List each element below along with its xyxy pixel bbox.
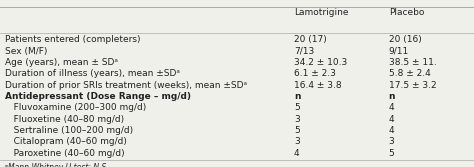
Text: 17.5 ± 3.2: 17.5 ± 3.2: [389, 80, 436, 90]
Text: 20 (16): 20 (16): [389, 35, 421, 44]
Text: 5: 5: [294, 126, 300, 135]
Text: 5: 5: [389, 149, 394, 158]
Text: Lamotrigine: Lamotrigine: [294, 8, 348, 17]
Text: 4: 4: [294, 149, 300, 158]
Text: Placebo: Placebo: [389, 8, 424, 17]
Text: 16.4 ± 3.8: 16.4 ± 3.8: [294, 80, 341, 90]
Text: Citalopram (40–60 mg/d): Citalopram (40–60 mg/d): [5, 137, 127, 146]
Text: 3: 3: [294, 137, 300, 146]
Text: Duration of prior SRIs treatment (weeks), mean ±SDᵃ: Duration of prior SRIs treatment (weeks)…: [5, 80, 247, 90]
Text: 6.1 ± 2.3: 6.1 ± 2.3: [294, 69, 336, 78]
Text: 34.2 ± 10.3: 34.2 ± 10.3: [294, 58, 347, 67]
Text: Fluoxetine (40–80 mg/d): Fluoxetine (40–80 mg/d): [5, 115, 124, 124]
Text: 5.8 ± 2.4: 5.8 ± 2.4: [389, 69, 430, 78]
Text: 3: 3: [389, 137, 394, 146]
Text: Antidepressant (Dose Range – mg/d): Antidepressant (Dose Range – mg/d): [5, 92, 191, 101]
Text: Duration of illness (years), mean ±SDᵃ: Duration of illness (years), mean ±SDᵃ: [5, 69, 180, 78]
Text: 38.5 ± 11.: 38.5 ± 11.: [389, 58, 437, 67]
Text: Age (years), mean ± SDᵃ: Age (years), mean ± SDᵃ: [5, 58, 118, 67]
Text: 4: 4: [389, 115, 394, 124]
Text: Fluvoxamine (200–300 mg/d): Fluvoxamine (200–300 mg/d): [5, 103, 146, 112]
Text: 5: 5: [294, 103, 300, 112]
Text: Patients entered (completers): Patients entered (completers): [5, 35, 140, 44]
Text: 4: 4: [389, 126, 394, 135]
Text: ᵃMann-Whitney U test; N.S: ᵃMann-Whitney U test; N.S: [5, 163, 106, 167]
Text: 4: 4: [389, 103, 394, 112]
Text: Sertraline (100–200 mg/d): Sertraline (100–200 mg/d): [5, 126, 133, 135]
Text: Sex (M/F): Sex (M/F): [5, 46, 47, 55]
Text: Paroxetine (40–60 mg/d): Paroxetine (40–60 mg/d): [5, 149, 124, 158]
Text: 20 (17): 20 (17): [294, 35, 327, 44]
Text: 7/13: 7/13: [294, 46, 314, 55]
Text: n: n: [294, 92, 301, 101]
Text: n: n: [389, 92, 395, 101]
Text: 3: 3: [294, 115, 300, 124]
Text: 9/11: 9/11: [389, 46, 409, 55]
